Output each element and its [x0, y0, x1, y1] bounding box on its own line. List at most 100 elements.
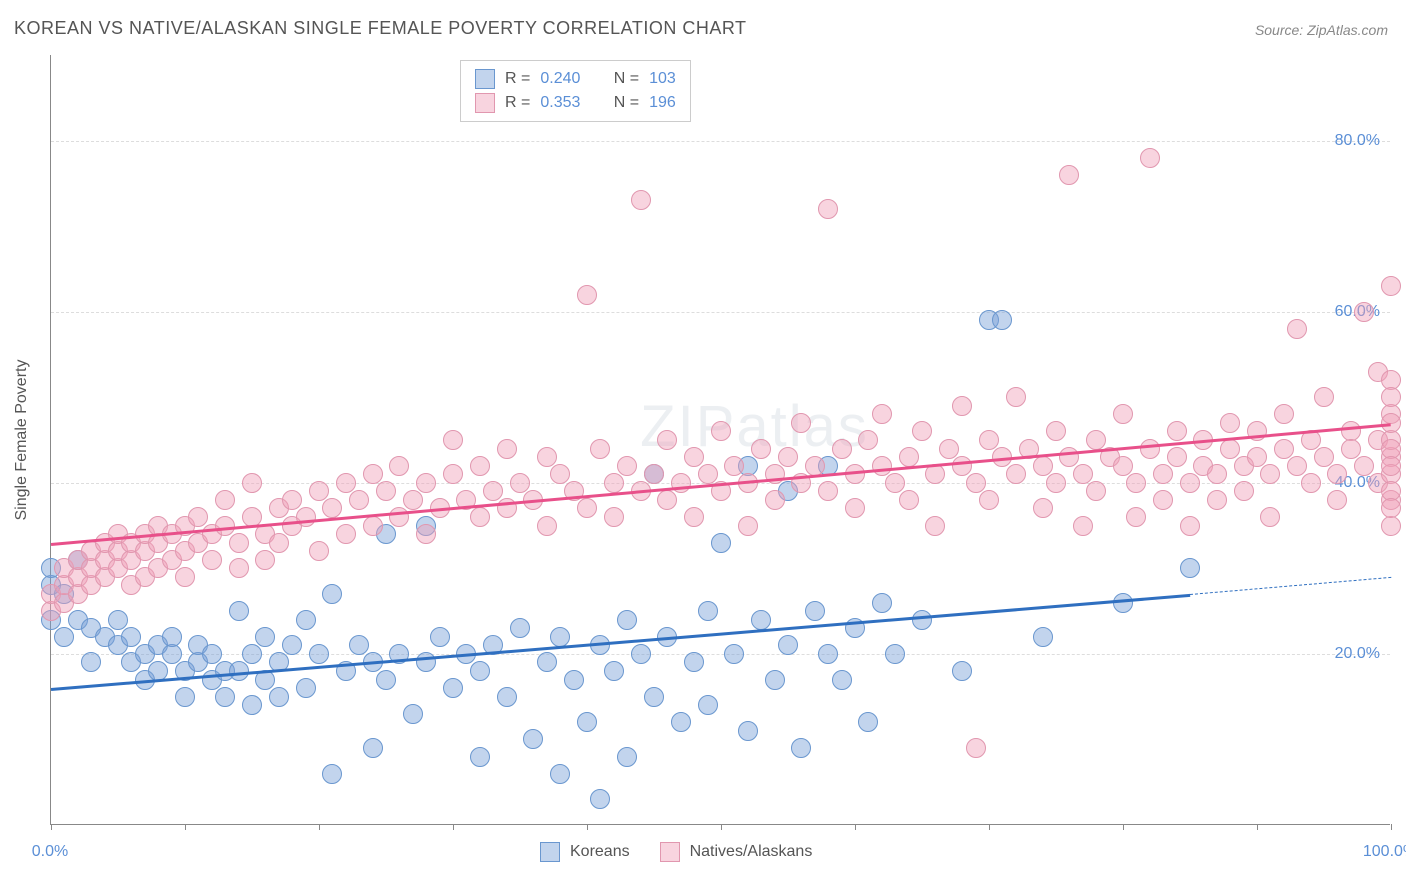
data-point-natives [885, 473, 905, 493]
data-point-natives [818, 481, 838, 501]
data-point-natives [765, 490, 785, 510]
data-point-koreans [952, 661, 972, 681]
data-point-natives [1167, 421, 1187, 441]
data-point-natives [872, 456, 892, 476]
data-point-koreans [242, 695, 262, 715]
data-point-koreans [175, 687, 195, 707]
grid-line [51, 312, 1390, 313]
x-tick [51, 824, 52, 830]
data-point-koreans [992, 310, 1012, 330]
data-point-koreans [724, 644, 744, 664]
data-point-natives [1073, 516, 1093, 536]
data-point-natives [1381, 387, 1401, 407]
data-point-natives [925, 516, 945, 536]
plot-area: ZIPatlas 20.0%40.0%60.0%80.0% [50, 55, 1390, 825]
data-point-natives [416, 524, 436, 544]
data-point-koreans [215, 687, 235, 707]
data-point-natives [1314, 447, 1334, 467]
data-point-natives [1287, 456, 1307, 476]
source-attribution: Source: ZipAtlas.com [1255, 22, 1388, 38]
data-point-natives [322, 498, 342, 518]
data-point-koreans [108, 610, 128, 630]
data-point-natives [1354, 456, 1374, 476]
data-point-koreans [885, 644, 905, 664]
stats-legend-row-natives: R = 0.353 N = 196 [475, 91, 676, 115]
data-point-natives [738, 516, 758, 536]
data-point-natives [1113, 404, 1133, 424]
data-point-koreans [805, 601, 825, 621]
data-point-natives [711, 421, 731, 441]
data-point-koreans [1033, 627, 1053, 647]
data-point-natives [497, 439, 517, 459]
grid-line [51, 141, 1390, 142]
data-point-koreans [162, 644, 182, 664]
data-point-koreans [81, 652, 101, 672]
data-point-koreans [470, 661, 490, 681]
data-point-natives [966, 473, 986, 493]
data-point-natives [1086, 430, 1106, 450]
data-point-koreans [765, 670, 785, 690]
data-point-koreans [255, 627, 275, 647]
data-point-natives [684, 507, 704, 527]
data-point-natives [1140, 439, 1160, 459]
data-point-natives [1033, 498, 1053, 518]
series-legend: KoreansNatives/Alaskans [540, 842, 832, 862]
data-point-natives [791, 413, 811, 433]
stats-legend: R = 0.240 N = 103R = 0.353 N = 196 [460, 60, 691, 122]
data-point-natives [537, 516, 557, 536]
legend-swatch [475, 69, 495, 89]
data-point-natives [604, 473, 624, 493]
stat-r-value: 0.353 [540, 94, 580, 112]
data-point-natives [1059, 447, 1079, 467]
data-point-natives [1180, 516, 1200, 536]
data-point-natives [1046, 421, 1066, 441]
data-point-natives [1234, 481, 1254, 501]
data-point-koreans [229, 601, 249, 621]
data-point-natives [1341, 439, 1361, 459]
data-point-koreans [282, 635, 302, 655]
data-point-natives [416, 473, 436, 493]
data-point-natives [872, 404, 892, 424]
chart-title: KOREAN VS NATIVE/ALASKAN SINGLE FEMALE P… [14, 18, 747, 39]
data-point-natives [1247, 447, 1267, 467]
x-tick [1123, 824, 1124, 830]
data-point-natives [1287, 319, 1307, 339]
data-point-natives [1113, 456, 1133, 476]
data-point-natives [912, 421, 932, 441]
data-point-natives [1126, 473, 1146, 493]
data-point-natives [215, 516, 235, 536]
data-point-koreans [296, 610, 316, 630]
data-point-natives [617, 456, 637, 476]
x-tick [1391, 824, 1392, 830]
source-name: ZipAtlas.com [1307, 22, 1388, 38]
correlation-scatter-chart: KOREAN VS NATIVE/ALASKAN SINGLE FEMALE P… [0, 0, 1406, 892]
x-axis-max-label: 100.0% [1363, 843, 1406, 861]
legend-swatch [660, 842, 680, 862]
data-point-koreans [858, 712, 878, 732]
stat-r-label: R = [505, 70, 530, 88]
x-tick [1257, 824, 1258, 830]
data-point-natives [443, 430, 463, 450]
data-point-koreans [617, 610, 637, 630]
x-tick [453, 824, 454, 830]
data-point-koreans [296, 678, 316, 698]
data-point-natives [1301, 473, 1321, 493]
data-point-natives [577, 498, 597, 518]
data-point-natives [979, 490, 999, 510]
data-point-natives [778, 447, 798, 467]
data-point-natives [1033, 456, 1053, 476]
stat-n-value: 196 [649, 94, 676, 112]
data-point-koreans [684, 652, 704, 672]
legend-label-koreans: Koreans [570, 843, 630, 861]
data-point-natives [1180, 473, 1200, 493]
data-point-natives [1059, 165, 1079, 185]
data-point-koreans [590, 789, 610, 809]
data-point-natives [470, 456, 490, 476]
data-point-natives [1126, 507, 1146, 527]
data-point-natives [899, 490, 919, 510]
stat-n-label: N = [614, 94, 639, 112]
data-point-koreans [510, 618, 530, 638]
data-point-natives [899, 447, 919, 467]
data-point-natives [1220, 413, 1240, 433]
data-point-natives [1006, 387, 1026, 407]
